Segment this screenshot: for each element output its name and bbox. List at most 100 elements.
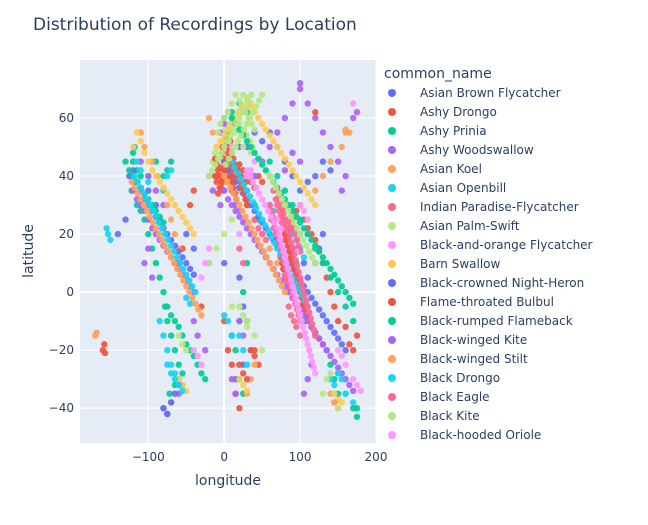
data-point [234,170,242,177]
data-point [293,225,301,232]
data-point [304,376,311,383]
legend-item[interactable]: Flame-throated Bulbul [388,295,554,309]
data-point [296,332,304,339]
data-point [338,143,345,151]
legend-item[interactable]: Black-and-orange Flycatcher [388,238,593,252]
data-point [211,172,219,180]
legend-item[interactable]: Black-crowned Night-Heron [388,276,584,290]
data-point [334,158,342,165]
legend-item[interactable]: Black Kite [388,409,480,423]
legend-marker [388,374,396,382]
data-point [190,271,197,278]
data-point [145,172,152,180]
data-point [167,370,175,377]
data-point [350,300,357,307]
data-point [211,149,219,156]
data-point [140,190,147,197]
data-point [281,167,289,174]
legend-item[interactable]: Indian Paradise-Flycatcher [388,200,579,214]
data-point [221,132,228,139]
data-point [310,364,317,371]
legend-item[interactable]: Asian Koel [388,162,482,176]
legend-marker [388,336,396,344]
data-point [353,413,361,421]
legend-label: Asian Palm-Swift [420,219,520,233]
legend-marker [388,165,396,173]
data-point [308,196,315,203]
data-point [259,230,266,238]
y-tick-label: 20 [59,227,74,241]
data-point [198,312,205,319]
legend-item[interactable]: Ashy Prinia [388,124,487,138]
data-point [251,126,258,133]
data-point [149,207,157,215]
data-point [255,97,263,104]
data-point [160,184,167,191]
data-point [213,245,220,252]
legend[interactable]: Asian Brown Flycatcher Ashy Drongo Ashy Pr… [388,86,593,442]
data-point [327,323,334,331]
data-point [221,187,228,194]
data-point [327,288,334,296]
data-point [137,196,144,203]
data-point [278,242,286,249]
data-point [331,303,338,310]
data-point [180,277,187,284]
legend-item[interactable]: Ashy Woodswallow [388,143,534,157]
data-point [232,91,239,99]
data-point [236,230,243,238]
data-point [137,184,144,191]
data-point [242,103,249,110]
data-point [306,347,313,354]
data-point [270,138,277,145]
legend-item[interactable]: Black-rumped Flameback [388,314,573,328]
legend-item[interactable]: Black-winged Stilt [388,352,528,366]
data-point [160,405,167,412]
data-point [255,190,263,197]
legend-item[interactable]: Asian Openbill [388,181,506,195]
data-point [346,381,353,389]
data-point [277,236,284,244]
legend-item[interactable]: Asian Palm-Swift [388,219,520,233]
legend-marker [388,279,396,287]
data-point [237,132,245,139]
legend-item[interactable]: Black Eagle [388,390,490,404]
legend-item[interactable]: Black Drongo [388,371,500,385]
legend-item[interactable]: Asian Brown Flycatcher [388,86,561,100]
data-point [296,80,304,87]
data-point [236,274,243,281]
data-point [236,114,243,122]
data-point [107,236,114,244]
data-point [198,361,205,368]
data-point [228,201,235,209]
data-point [287,312,295,319]
data-point [161,242,169,249]
legend-item[interactable]: Black-winged Kite [388,333,527,347]
data-point [236,317,243,325]
data-point [179,213,186,220]
legend-item[interactable]: Ashy Drongo [388,105,497,119]
data-point [301,291,308,299]
data-point [323,376,330,383]
data-point [198,274,205,281]
data-point [319,341,327,348]
data-point [190,245,197,252]
data-point [295,286,302,293]
data-point [209,129,216,136]
data-point [281,288,289,296]
data-point [312,259,319,267]
data-point [194,352,201,360]
data-point [190,187,197,194]
legend-label: Indian Paradise-Flycatcher [420,200,579,214]
data-point [227,184,234,191]
legend-marker [388,317,396,325]
data-point [167,158,175,165]
legend-item[interactable]: Barn Swallow [388,257,501,271]
legend-item[interactable]: Black-hooded Oriole [388,428,541,442]
data-point [342,323,349,331]
data-point [252,103,260,110]
data-point [254,236,261,244]
data-point [240,143,247,151]
data-point [265,228,272,235]
data-point [224,347,232,354]
